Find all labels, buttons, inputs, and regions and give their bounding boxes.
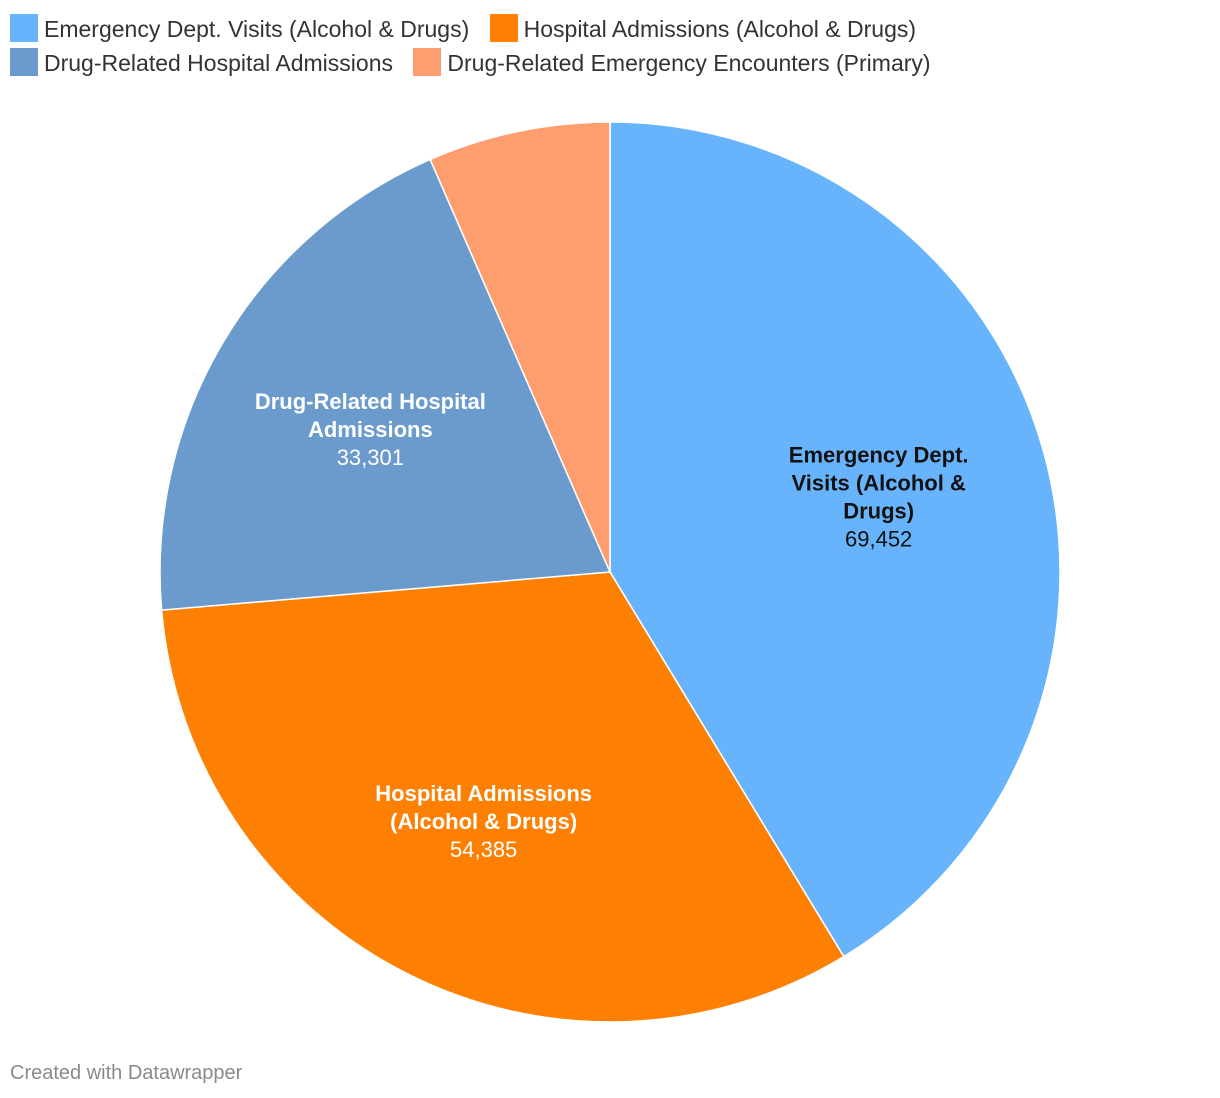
slice-label-line: (Alcohol & Drugs) [390, 809, 577, 834]
pie-slice[interactable] [159, 158, 612, 611]
legend-label: Hospital Admissions (Alcohol & Drugs) [523, 16, 917, 42]
pie-slice[interactable] [609, 121, 1061, 958]
slice-label-line: Emergency Dept. [789, 443, 969, 468]
legend-label: Emergency Dept. Visits (Alcohol & Drugs) [44, 16, 470, 42]
chart-legend: Emergency Dept. Visits (Alcohol & Drugs)… [10, 12, 1210, 80]
slice-value: 69,452 [845, 527, 912, 552]
slice-label: Hospital Admissions (Alcohol & Drugs) 54,3… [375, 781, 592, 862]
legend-item: Drug-Related Emergency Encounters (Prima… [413, 46, 931, 80]
legend-label: Drug-Related Hospital Admissions [44, 50, 393, 76]
legend-label: Drug-Related Emergency Encounters (Prima… [447, 50, 931, 76]
slice-label: Drug-Related Hospital Admissions 33,301 [255, 389, 486, 470]
legend-swatch [489, 14, 518, 42]
legend-item: Drug-Related Hospital Admissions [10, 46, 393, 80]
slice-value: 54,385 [450, 837, 517, 862]
legend-item: Emergency Dept. Visits (Alcohol & Drugs) [10, 12, 469, 46]
slice-label-line: Admissions [308, 417, 433, 442]
legend-item: Hospital Admissions (Alcohol & Drugs) [489, 12, 917, 46]
slice-label: Emergency Dept. Visits (Alcohol & Drugs) 69… [789, 443, 969, 552]
slice-value: 33,301 [337, 445, 404, 470]
legend-swatch [10, 48, 38, 76]
chart-credit: Created with Datawrapper [10, 1062, 243, 1084]
legend-swatch [413, 48, 442, 76]
pie-slice[interactable] [429, 121, 611, 573]
slice-label-line: Drug-Related Hospital [255, 389, 486, 414]
slice-label-line: Drugs) [843, 499, 914, 524]
slice-label-line: Hospital Admissions [375, 781, 592, 806]
legend-swatch [10, 14, 38, 42]
slice-label-line: Visits (Alcohol & [791, 471, 966, 496]
pie-slice[interactable] [160, 571, 845, 1023]
